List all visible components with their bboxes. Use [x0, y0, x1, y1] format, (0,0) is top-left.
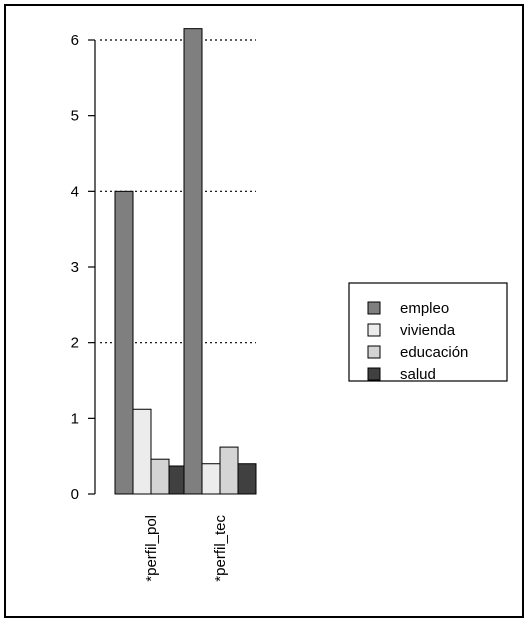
legend-swatch-empleo — [367, 301, 381, 315]
y-tick-label-6: 6 — [71, 32, 79, 49]
y-tick-label-0: 0 — [71, 486, 79, 503]
bar-perfil_pol-empleo — [114, 190, 134, 495]
bar-perfil_tec-empleo — [183, 28, 203, 495]
legend-label-empleo: empleo — [400, 300, 449, 317]
y-tick-label-1: 1 — [71, 410, 79, 427]
legend-swatch-salud — [367, 367, 381, 381]
category-label-1: *perfil_tec — [212, 515, 229, 582]
category-label-0: *perfil_pol — [143, 515, 160, 582]
legend-swatch-vivienda — [367, 323, 381, 337]
y-tick-label-4: 4 — [71, 183, 79, 200]
legend-label-salud: salud — [400, 366, 436, 383]
legend-label-vivienda: vivienda — [400, 322, 456, 339]
legend-swatch-educación — [367, 345, 381, 359]
y-tick-label-5: 5 — [71, 108, 79, 125]
bars — [114, 28, 257, 495]
bar-perfil_tec-educación — [219, 446, 239, 495]
category-labels: *perfil_pol *perfil_tec — [143, 515, 229, 582]
legend: empleo vivienda educación salud — [348, 282, 508, 383]
y-tick-label-2: 2 — [71, 335, 79, 352]
y-axis: 0 1 2 3 4 5 6 — [71, 32, 96, 503]
legend-label-educación: educación — [400, 344, 468, 361]
y-tick-label-3: 3 — [71, 259, 79, 276]
bar-perfil_tec-salud — [237, 463, 257, 495]
bar-perfil_tec-vivienda — [201, 463, 221, 495]
bar-perfil_pol-vivienda — [132, 408, 152, 495]
bar-perfil_pol-educación — [150, 458, 170, 495]
